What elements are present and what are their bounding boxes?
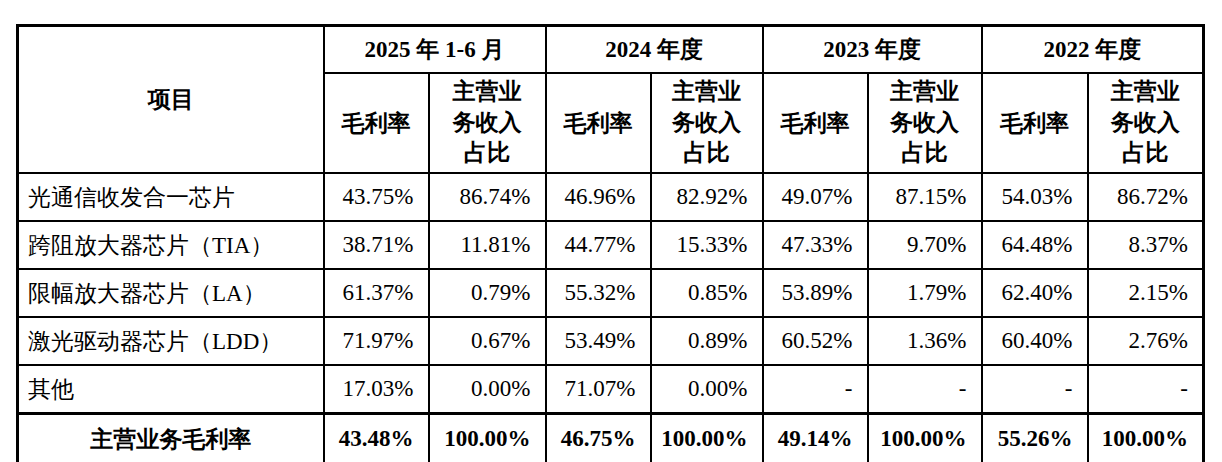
document-page: 项目 2025 年 1-6 月 2024 年度 2023 年度 2022 年度 … [0,0,1222,462]
table-cell: 55.32% [546,269,651,317]
gross-margin-subheader: 毛利率 [982,73,1088,173]
table-cell: 1.79% [868,269,982,317]
table-cell: 0.79% [429,269,546,317]
table-row-tia-chip: 跨阻放大器芯片（TIA） 38.71% 11.81% 44.77% 15.33%… [18,221,1204,269]
gross-margin-table: 项目 2025 年 1-6 月 2024 年度 2023 年度 2022 年度 … [16,24,1205,462]
table-cell: 100.00% [868,414,982,462]
revenue-share-subheader: 主营业务收入占比 [868,73,982,173]
revenue-share-subheader: 主营业务收入占比 [1088,73,1204,173]
table-cell: 43.48% [324,414,429,462]
gross-margin-subheader: 毛利率 [324,73,429,173]
table-cell: 60.52% [763,317,868,365]
table-row-other: 其他 17.03% 0.00% 71.07% 0.00% - - - - [18,365,1204,414]
table-cell: 49.07% [763,173,868,221]
period-header-row: 项目 2025 年 1-6 月 2024 年度 2023 年度 2022 年度 [18,26,1204,74]
row-label: 光通信收发合一芯片 [18,173,324,221]
table-cell: 100.00% [429,414,546,462]
table-cell: 17.03% [324,365,429,414]
revenue-share-label: 主营业务收入占比 [670,77,744,168]
table-cell: 87.15% [868,173,982,221]
table-cell: 0.00% [429,365,546,414]
row-label: 激光驱动器芯片（LDD） [18,317,324,365]
table-cell: 0.67% [429,317,546,365]
table-cell: 15.33% [651,221,763,269]
row-label: 其他 [18,365,324,414]
table-cell: 64.48% [982,221,1088,269]
row-label: 限幅放大器芯片（LA） [18,269,324,317]
table-cell: 11.81% [429,221,546,269]
table-cell: 1.36% [868,317,982,365]
gross-margin-subheader: 毛利率 [546,73,651,173]
total-row-label: 主营业务毛利率 [18,414,324,462]
table-cell: 53.89% [763,269,868,317]
table-cell: 2.76% [1088,317,1204,365]
table-cell: 100.00% [1088,414,1204,462]
revenue-share-label: 主营业务收入占比 [888,77,962,168]
table-cell: 8.37% [1088,221,1204,269]
table-row-total-gross-margin: 主营业务毛利率 43.48% 100.00% 46.75% 100.00% 49… [18,414,1204,462]
table-cell: 86.74% [429,173,546,221]
table-row-ldd-chip: 激光驱动器芯片（LDD） 71.97% 0.67% 53.49% 0.89% 6… [18,317,1204,365]
revenue-share-label: 主营业务收入占比 [450,77,524,168]
table-cell: 38.71% [324,221,429,269]
table-cell: - [1088,365,1204,414]
revenue-share-subheader: 主营业务收入占比 [651,73,763,173]
table-cell: 61.37% [324,269,429,317]
table-cell: 47.33% [763,221,868,269]
table-cell: 0.89% [651,317,763,365]
period-header-2025h1: 2025 年 1-6 月 [324,26,546,74]
table-row-optical-transceiver-chip: 光通信收发合一芯片 43.75% 86.74% 46.96% 82.92% 49… [18,173,1204,221]
table-cell: 2.15% [1088,269,1204,317]
table-cell: 100.00% [651,414,763,462]
table-cell: 82.92% [651,173,763,221]
table-cell: 60.40% [982,317,1088,365]
table-cell: 43.75% [324,173,429,221]
item-column-header: 项目 [18,26,324,174]
row-label: 跨阻放大器芯片（TIA） [18,221,324,269]
table-cell: 54.03% [982,173,1088,221]
table-cell: - [868,365,982,414]
table-cell: 55.26% [982,414,1088,462]
table-cell: 71.97% [324,317,429,365]
table-cell: 71.07% [546,365,651,414]
table-cell: - [763,365,868,414]
period-header-2022: 2022 年度 [982,26,1204,74]
table-cell: 44.77% [546,221,651,269]
table-cell: - [982,365,1088,414]
table-cell: 62.40% [982,269,1088,317]
table-cell: 46.96% [546,173,651,221]
table-cell: 0.85% [651,269,763,317]
table-cell: 0.00% [651,365,763,414]
revenue-share-label: 主营业务收入占比 [1108,77,1182,168]
gross-margin-subheader: 毛利率 [763,73,868,173]
revenue-share-subheader: 主营业务收入占比 [429,73,546,173]
table-cell: 46.75% [546,414,651,462]
table-row-la-chip: 限幅放大器芯片（LA） 61.37% 0.79% 55.32% 0.85% 53… [18,269,1204,317]
table-cell: 53.49% [546,317,651,365]
table-cell: 49.14% [763,414,868,462]
period-header-2023: 2023 年度 [763,26,982,74]
table-cell: 86.72% [1088,173,1204,221]
table-cell: 9.70% [868,221,982,269]
period-header-2024: 2024 年度 [546,26,763,74]
